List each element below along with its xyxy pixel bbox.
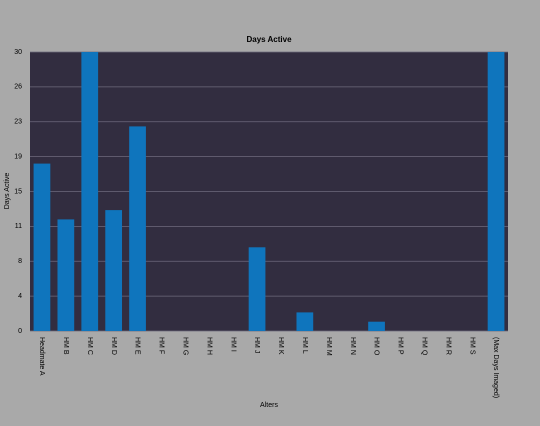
x-tick-label: HM M <box>325 337 332 356</box>
x-tick-label: HM J <box>253 337 260 353</box>
x-tick-label: HM P <box>397 337 404 355</box>
y-tick-label: 23 <box>14 119 22 126</box>
x-tick-label: Headmate A <box>38 337 45 376</box>
x-tick-label: HM C <box>86 337 93 355</box>
bar <box>129 126 146 332</box>
x-tick-label: HM R <box>444 337 451 355</box>
bar <box>81 52 99 331</box>
x-tick-label: HM E <box>134 337 141 355</box>
bar <box>296 312 314 331</box>
bar <box>368 321 385 331</box>
x-tick-label: HM G <box>182 337 189 355</box>
x-tick-label: HM L <box>301 337 308 354</box>
x-tick-label: HM Q <box>421 337 428 356</box>
chart-title: Days Active <box>246 35 292 44</box>
x-tick-label: HM I <box>229 337 236 352</box>
bar <box>487 52 505 331</box>
x-axis-label: Alters <box>260 402 278 409</box>
bar <box>105 210 123 331</box>
x-tick-label: HM O <box>373 337 380 356</box>
y-tick-label: 26 <box>14 84 22 91</box>
y-tick-label: 15 <box>14 188 22 195</box>
bar <box>57 219 75 331</box>
x-tick-label: HM F <box>158 337 165 354</box>
y-tick-label: 30 <box>14 49 22 56</box>
x-tick-label: HM S <box>468 337 475 355</box>
x-tick-label: HM N <box>349 337 356 355</box>
y-tick-label: 11 <box>15 223 22 230</box>
bar <box>33 163 51 331</box>
y-tick-label: 8 <box>18 258 22 265</box>
x-tick-label: (Max Days Imaged) <box>492 337 499 398</box>
x-tick-label: HM B <box>62 337 69 355</box>
y-tick-label: 19 <box>14 153 22 160</box>
x-tick-label: HM H <box>205 337 212 355</box>
y-tick-label: 4 <box>18 293 22 300</box>
y-tick-label: 0 <box>18 328 22 335</box>
y-axis-label: Days Active <box>4 173 11 210</box>
x-tick-label: HM K <box>277 337 284 355</box>
bar <box>248 247 266 331</box>
x-tick-label: HM D <box>110 337 117 355</box>
